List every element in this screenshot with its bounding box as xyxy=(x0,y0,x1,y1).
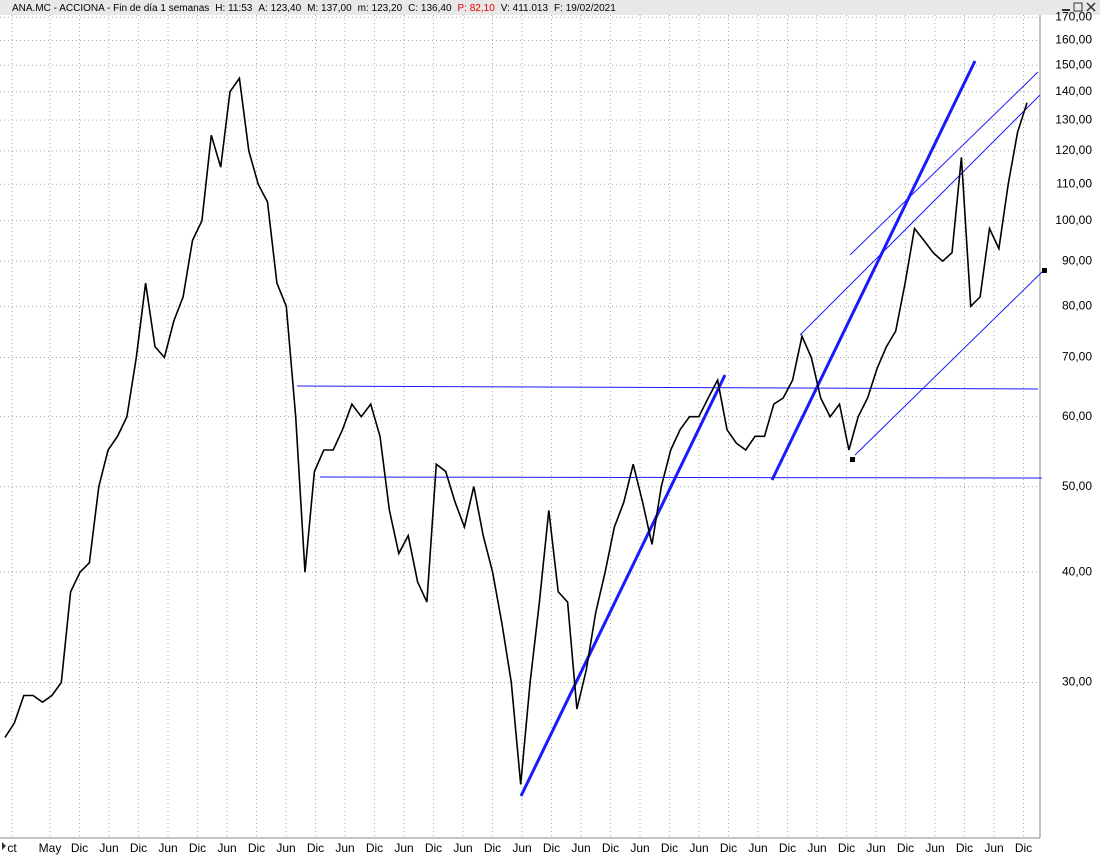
y-tick-label: 40,00 xyxy=(1062,564,1092,578)
x-tick-label: Dic xyxy=(897,841,914,855)
header-field: m: 123,20 xyxy=(358,3,403,14)
x-tick-label: ct xyxy=(7,841,17,855)
y-tick-label: 110,00 xyxy=(1056,176,1092,190)
y-tick-label: 130,00 xyxy=(1055,112,1092,126)
x-tick-label: Jun xyxy=(394,841,413,855)
x-tick-label: May xyxy=(39,841,62,855)
trend-line xyxy=(799,94,1041,336)
price-line xyxy=(4,76,1028,785)
x-tick-label: Dic xyxy=(189,841,206,855)
y-tick-label: 140,00 xyxy=(1055,84,1092,98)
trend-line xyxy=(519,374,727,797)
x-tick-label: Jun xyxy=(807,841,826,855)
x-tick-label: Jun xyxy=(453,841,472,855)
header-field: A: 123,40 xyxy=(258,3,301,14)
y-tick-label: 70,00 xyxy=(1062,350,1092,364)
trend-line xyxy=(854,271,1043,456)
x-tick-label: Jun xyxy=(512,841,531,855)
header-text: ANA.MC - ACCIONA - Fin de día 1 semanas H… xyxy=(12,3,616,14)
header-field: F: 19/02/2021 xyxy=(554,3,616,14)
x-tick-label: Jun xyxy=(866,841,885,855)
header-bar xyxy=(0,0,1100,15)
x-tick-label: Dic xyxy=(543,841,560,855)
header-field: V: 411.013 xyxy=(501,3,549,14)
marker xyxy=(850,457,855,462)
x-tick-label: Dic xyxy=(248,841,265,855)
scroll-arrow[interactable] xyxy=(2,842,6,850)
trend-line xyxy=(849,71,1039,256)
x-tick-label: Dic xyxy=(71,841,88,855)
x-tick-label: Jun xyxy=(276,841,295,855)
y-tick-label: 50,00 xyxy=(1062,479,1092,493)
header-field: M: 137,00 xyxy=(307,3,352,14)
close[interactable] xyxy=(1086,2,1096,12)
header-symbol: ANA.MC - ACCIONA - Fin de día 1 semanas xyxy=(12,3,209,14)
trend-line xyxy=(770,60,977,481)
header-field: P: 82,10 xyxy=(458,3,496,14)
y-tick-label: 120,00 xyxy=(1055,143,1092,157)
header-field: H: 11:53 xyxy=(215,3,252,14)
y-tick-label: 170,00 xyxy=(1055,9,1092,23)
y-tick-label: 160,00 xyxy=(1055,33,1092,47)
x-tick-label: Jun xyxy=(335,841,354,855)
x-tick-label: Dic xyxy=(838,841,855,855)
x-tick-label: Dic xyxy=(779,841,796,855)
x-tick-label: Jun xyxy=(571,841,590,855)
header-field: C: 136,40 xyxy=(408,3,452,14)
maximize[interactable] xyxy=(1073,2,1083,12)
x-tick-label: Dic xyxy=(1015,841,1032,855)
x-tick-label: Dic xyxy=(720,841,737,855)
x-tick-label: Dic xyxy=(956,841,973,855)
x-tick-label: Dic xyxy=(130,841,147,855)
window-controls[interactable] xyxy=(1062,2,1096,12)
y-tick-label: 150,00 xyxy=(1055,57,1092,71)
trend-line xyxy=(296,385,1039,390)
marker xyxy=(1042,268,1047,273)
y-tick-label: 60,00 xyxy=(1062,409,1092,423)
x-tick-label: Jun xyxy=(748,841,767,855)
x-tick-label: Dic xyxy=(602,841,619,855)
x-tick-label: Jun xyxy=(984,841,1003,855)
x-tick-label: Jun xyxy=(217,841,236,855)
trend-line xyxy=(319,476,1043,479)
x-tick-label: Dic xyxy=(366,841,383,855)
y-tick-label: 30,00 xyxy=(1062,675,1092,689)
x-tick-label: Jun xyxy=(158,841,177,855)
y-tick-label: 80,00 xyxy=(1062,299,1092,313)
x-tick-label: Jun xyxy=(99,841,118,855)
x-tick-label: Dic xyxy=(425,841,442,855)
y-tick-label: 100,00 xyxy=(1055,213,1092,227)
x-tick-label: Jun xyxy=(925,841,944,855)
y-tick-label: 90,00 xyxy=(1062,253,1092,267)
x-tick-label: Dic xyxy=(484,841,501,855)
minimize[interactable] xyxy=(1062,9,1070,11)
x-tick-label: Jun xyxy=(630,841,649,855)
x-tick-label: Jun xyxy=(689,841,708,855)
x-tick-label: Dic xyxy=(307,841,324,855)
x-tick-label: Dic xyxy=(661,841,678,855)
